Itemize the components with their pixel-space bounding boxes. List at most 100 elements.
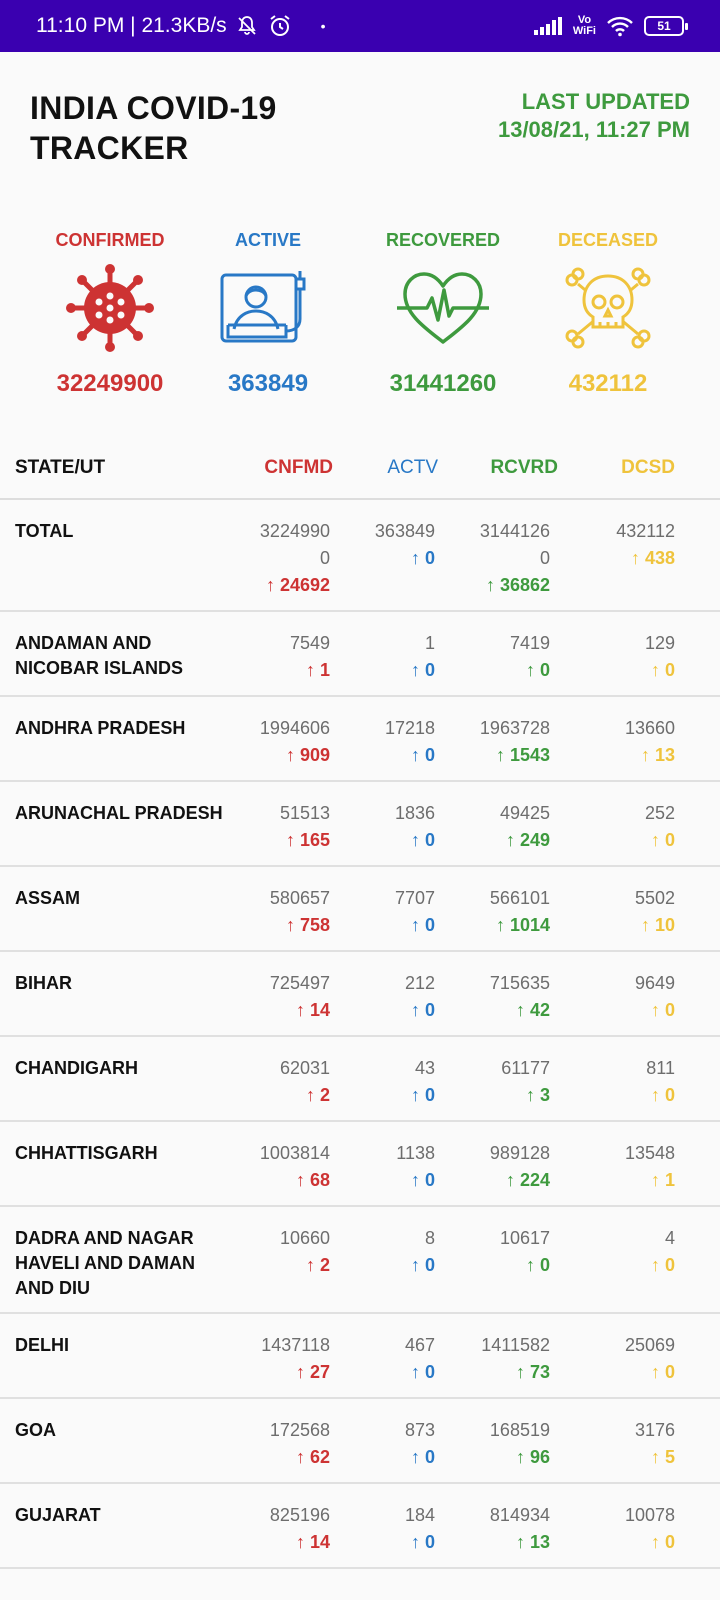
table-row-total[interactable]: TOTAL 3224990 0 ↑ 24692 363849 ↑ 0 31441… xyxy=(0,500,720,612)
state-name: GOA xyxy=(15,1420,57,1440)
cell-confirmed: 172568 ↑ 62 xyxy=(230,1417,330,1471)
confirmed-card: CONFIRMED xyxy=(20,230,200,398)
cell-confirmed: 51513 ↑ 165 xyxy=(230,800,330,854)
cell-deceased: 25069 ↑ 0 xyxy=(575,1332,675,1386)
recovered-delta: ↑ 249 xyxy=(505,830,550,850)
last-updated: LAST UPDATED 13/08/21, 11:27 PM xyxy=(498,88,690,144)
recovered-delta: ↑ 36862 xyxy=(485,575,550,595)
table-row[interactable]: DELHI 1437118 ↑ 27 467 ↑ 0 1411582 ↑ 73 … xyxy=(0,1314,720,1399)
recovered-delta: ↑ 73 xyxy=(515,1362,550,1382)
deceased-delta: ↑ 13 xyxy=(640,745,675,765)
cell-active: 873 ↑ 0 xyxy=(345,1417,435,1471)
cell-deceased: 252 ↑ 0 xyxy=(575,800,675,854)
deceased-delta: ↑ 438 xyxy=(630,548,675,568)
state-name: TOTAL xyxy=(15,521,74,541)
confirmed-count: 725497 xyxy=(269,973,330,993)
last-updated-label: LAST UPDATED xyxy=(521,89,690,114)
table-row[interactable]: BIHAR 725497 ↑ 14 212 ↑ 0 715635 ↑ 42 96… xyxy=(0,952,720,1037)
state-name: CHHATTISGARH xyxy=(15,1143,158,1163)
last-updated-value: 13/08/21, 11:27 PM xyxy=(497,117,690,142)
confirmed-value: 32249900 xyxy=(56,370,164,397)
active-count: 873 xyxy=(404,1420,435,1440)
deceased-count: 13548 xyxy=(624,1143,675,1163)
active-count: 467 xyxy=(404,1335,435,1355)
cell-active: 1836 ↑ 0 xyxy=(345,800,435,854)
state-name: ANDHRA PRADESH xyxy=(15,718,186,738)
confirmed-delta: ↑ 68 xyxy=(295,1170,330,1190)
active-delta: ↑ 0 xyxy=(410,1085,435,1105)
cell-recovered: 715635 ↑ 42 xyxy=(450,970,550,1024)
recovered-delta: ↑ 1014 xyxy=(495,915,550,935)
header-deceased[interactable]: DCSD xyxy=(621,457,675,478)
table-row[interactable]: ASSAM 580657 ↑ 758 7707 ↑ 0 566101 ↑ 101… xyxy=(0,867,720,952)
recovered-count: 1411582 xyxy=(481,1335,550,1355)
recovered-count: 814934 xyxy=(489,1505,550,1525)
cell-confirmed: 10660 ↑ 2 xyxy=(230,1225,330,1279)
state-name: DELHI xyxy=(15,1335,69,1355)
table-row[interactable]: ANDHRA PRADESH 1994606 ↑ 909 17218 ↑ 0 1… xyxy=(0,697,720,782)
header-active[interactable]: ACTV xyxy=(387,457,438,478)
cell-recovered: 7419 ↑ 0 xyxy=(450,630,550,684)
recovered-count: 61177 xyxy=(501,1058,550,1078)
deceased-label: DECEASED xyxy=(557,230,659,250)
virus-icon xyxy=(20,260,200,356)
cell-deceased: 10078 ↑ 0 xyxy=(575,1502,675,1556)
cell-active: 17218 ↑ 0 xyxy=(345,715,435,769)
cell-active: 212 ↑ 0 xyxy=(345,970,435,1024)
active-delta: ↑ 0 xyxy=(410,660,435,680)
confirmed-delta: ↑ 14 xyxy=(295,1000,330,1020)
recovered-delta: ↑ 96 xyxy=(515,1447,550,1467)
app-title-line2: TRACKER xyxy=(30,130,189,166)
cell-deceased: 432112 ↑ 438 xyxy=(575,518,675,572)
cell-active: 1 ↑ 0 xyxy=(345,630,435,684)
deceased-count: 811 xyxy=(646,1058,675,1078)
table-row[interactable]: GOA 172568 ↑ 62 873 ↑ 0 168519 ↑ 96 3176… xyxy=(0,1399,720,1484)
cell-recovered: 168519 ↑ 96 xyxy=(450,1417,550,1471)
deceased-count: 4 xyxy=(664,1228,675,1248)
deceased-count: 252 xyxy=(644,803,675,823)
active-count: 43 xyxy=(414,1058,435,1078)
header-confirmed[interactable]: CNFMD xyxy=(264,457,333,478)
confirmed-count: 580657 xyxy=(269,888,330,908)
deceased-delta: ↑ 1 xyxy=(650,1170,675,1190)
deceased-count: 13660 xyxy=(624,718,675,738)
cell-confirmed: 825196 ↑ 14 xyxy=(230,1502,330,1556)
confirmed-count: 1437118 xyxy=(261,1335,330,1355)
recovered-count-line1: 3144126 xyxy=(479,521,550,541)
confirmed-delta: ↑ 165 xyxy=(285,830,330,850)
cell-active: 184 ↑ 0 xyxy=(345,1502,435,1556)
recovered-count: 1963728 xyxy=(479,718,550,738)
state-name: CHANDIGARH xyxy=(15,1058,138,1078)
state-name: ANDAMAN AND NICOBAR ISLANDS xyxy=(15,633,184,678)
cell-recovered: 61177 ↑ 3 xyxy=(450,1055,550,1109)
table-row[interactable]: CHANDIGARH 62031 ↑ 2 43 ↑ 0 61177 ↑ 3 81… xyxy=(0,1037,720,1122)
cell-recovered: 814934 ↑ 13 xyxy=(450,1502,550,1556)
table-row[interactable]: DADRA AND NAGAR HAVELI AND DAMAN AND DIU… xyxy=(0,1207,720,1314)
alarm-clock-icon xyxy=(267,14,293,38)
active-delta: ↑ 0 xyxy=(410,745,435,765)
recovered-count: 10617 xyxy=(499,1228,550,1248)
cell-confirmed: 1994606 ↑ 909 xyxy=(230,715,330,769)
recovered-delta: ↑ 0 xyxy=(525,1255,550,1275)
table-row[interactable]: CHHATTISGARH 1003814 ↑ 68 1138 ↑ 0 98912… xyxy=(0,1122,720,1207)
vo-label: Vo xyxy=(577,14,592,26)
header-recovered[interactable]: RCVRD xyxy=(490,457,558,478)
app-title: INDIA COVID-19 TRACKER xyxy=(30,88,350,168)
header-state[interactable]: STATE/UT xyxy=(15,457,106,478)
cell-deceased: 811 ↑ 0 xyxy=(575,1055,675,1109)
cell-recovered: 49425 ↑ 249 xyxy=(450,800,550,854)
app-header: INDIA COVID-19 TRACKER LAST UPDATED 13/0… xyxy=(30,88,690,168)
table-row[interactable]: ANDAMAN AND NICOBAR ISLANDS 7549 ↑ 1 1 ↑… xyxy=(0,612,720,697)
table-row[interactable]: ARUNACHAL PRADESH 51513 ↑ 165 1836 ↑ 0 4… xyxy=(0,782,720,867)
recovered-delta: ↑ 42 xyxy=(515,1000,550,1020)
recovered-delta: ↑ 13 xyxy=(515,1532,550,1552)
cell-recovered: 989128 ↑ 224 xyxy=(450,1140,550,1194)
cell-confirmed: 725497 ↑ 14 xyxy=(230,970,330,1024)
battery-level: 51 xyxy=(657,19,671,33)
confirmed-count: 51513 xyxy=(279,803,330,823)
wifi-icon xyxy=(606,15,634,37)
cell-deceased: 13660 ↑ 13 xyxy=(575,715,675,769)
active-count: 1138 xyxy=(396,1143,435,1163)
confirmed-delta: ↑ 2 xyxy=(305,1255,330,1275)
table-row[interactable]: GUJARAT 825196 ↑ 14 184 ↑ 0 814934 ↑ 13 … xyxy=(0,1484,720,1569)
